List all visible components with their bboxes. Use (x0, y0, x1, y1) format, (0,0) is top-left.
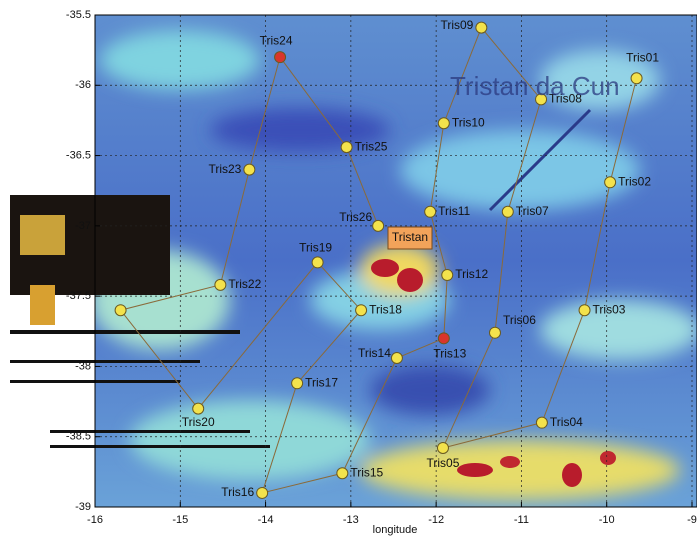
y-tick-label: -36 (75, 79, 91, 91)
station-point (502, 206, 513, 217)
y-tick-label: -37.5 (66, 290, 91, 302)
station-label: Tris15 (350, 465, 383, 479)
station-point (579, 305, 590, 316)
station-point (489, 327, 500, 338)
y-tick-label: -39 (75, 501, 91, 513)
station-point (356, 305, 367, 316)
station-label: Tris19 (299, 241, 332, 255)
station-point (292, 378, 303, 389)
station-point (438, 118, 449, 129)
station-point (536, 417, 547, 428)
station-point (442, 270, 453, 281)
y-tick-label: -37 (75, 220, 91, 232)
station-label: Tris18 (369, 302, 402, 316)
station-label: Tris13 (433, 346, 466, 360)
station-point (605, 177, 616, 188)
y-tick-label: -38 (75, 360, 91, 372)
station-label: Tris14 (358, 346, 391, 360)
station-point (391, 352, 402, 363)
x-tick-label: -10 (599, 514, 615, 526)
station-point (425, 206, 436, 217)
y-tick-label: -38.5 (66, 431, 91, 443)
station-label: Tris26 (339, 210, 372, 224)
station-label: Tris23 (208, 162, 241, 176)
island-marker: Tristan (388, 227, 432, 249)
station-point (193, 403, 204, 414)
station-point (373, 220, 384, 231)
x-tick-label: -9 (687, 514, 697, 526)
y-tick-label: -35.5 (66, 9, 91, 21)
station-label: Tris10 (452, 115, 485, 129)
station-label: Tris06 (503, 313, 536, 327)
station-label: Tris24 (260, 33, 293, 47)
y-tick-label: -36.5 (66, 149, 91, 161)
station-point (215, 279, 226, 290)
station-point (115, 305, 126, 316)
x-axis-label: longitude (373, 524, 418, 536)
station-point (631, 73, 642, 84)
x-tick-label: -16 (87, 514, 103, 526)
station-label: Tris09 (440, 18, 473, 32)
station-label: Tris03 (593, 302, 626, 316)
x-tick-label: -13 (343, 514, 359, 526)
background-annotation: Tristan da Cun (450, 71, 620, 101)
x-tick-label: -14 (258, 514, 274, 526)
station-label: Tris17 (305, 375, 338, 389)
station-label: Tris07 (516, 204, 549, 218)
x-tick-label: -15 (172, 514, 188, 526)
x-tick-label: -12 (428, 514, 444, 526)
station-label: Tris22 (228, 277, 261, 291)
station-label: Tris01 (626, 50, 659, 64)
map-figure: -16 -15 -14 -13 -12 -11 -10 -9 -39 -38.5 -38 -37.5 -… (0, 0, 697, 537)
station-point (341, 142, 352, 153)
island-label: Tristan (392, 230, 428, 244)
station-point (337, 468, 348, 479)
station-label: Tris20 (182, 415, 215, 429)
station-point (244, 164, 255, 175)
station-point (437, 442, 448, 453)
station-point (438, 333, 449, 344)
station-label: Tris05 (427, 456, 460, 470)
station-point (275, 52, 286, 63)
station-point (257, 487, 268, 498)
station-label: Tris11 (438, 204, 470, 218)
station-point (312, 257, 323, 268)
station-label: Tris02 (618, 174, 651, 188)
station-label: Tris16 (221, 485, 254, 499)
x-tick-label: -11 (514, 514, 529, 526)
station-label: Tris12 (455, 267, 488, 281)
station-label: Tris25 (355, 139, 388, 153)
station-point (476, 22, 487, 33)
station-label: Tris04 (550, 415, 583, 429)
